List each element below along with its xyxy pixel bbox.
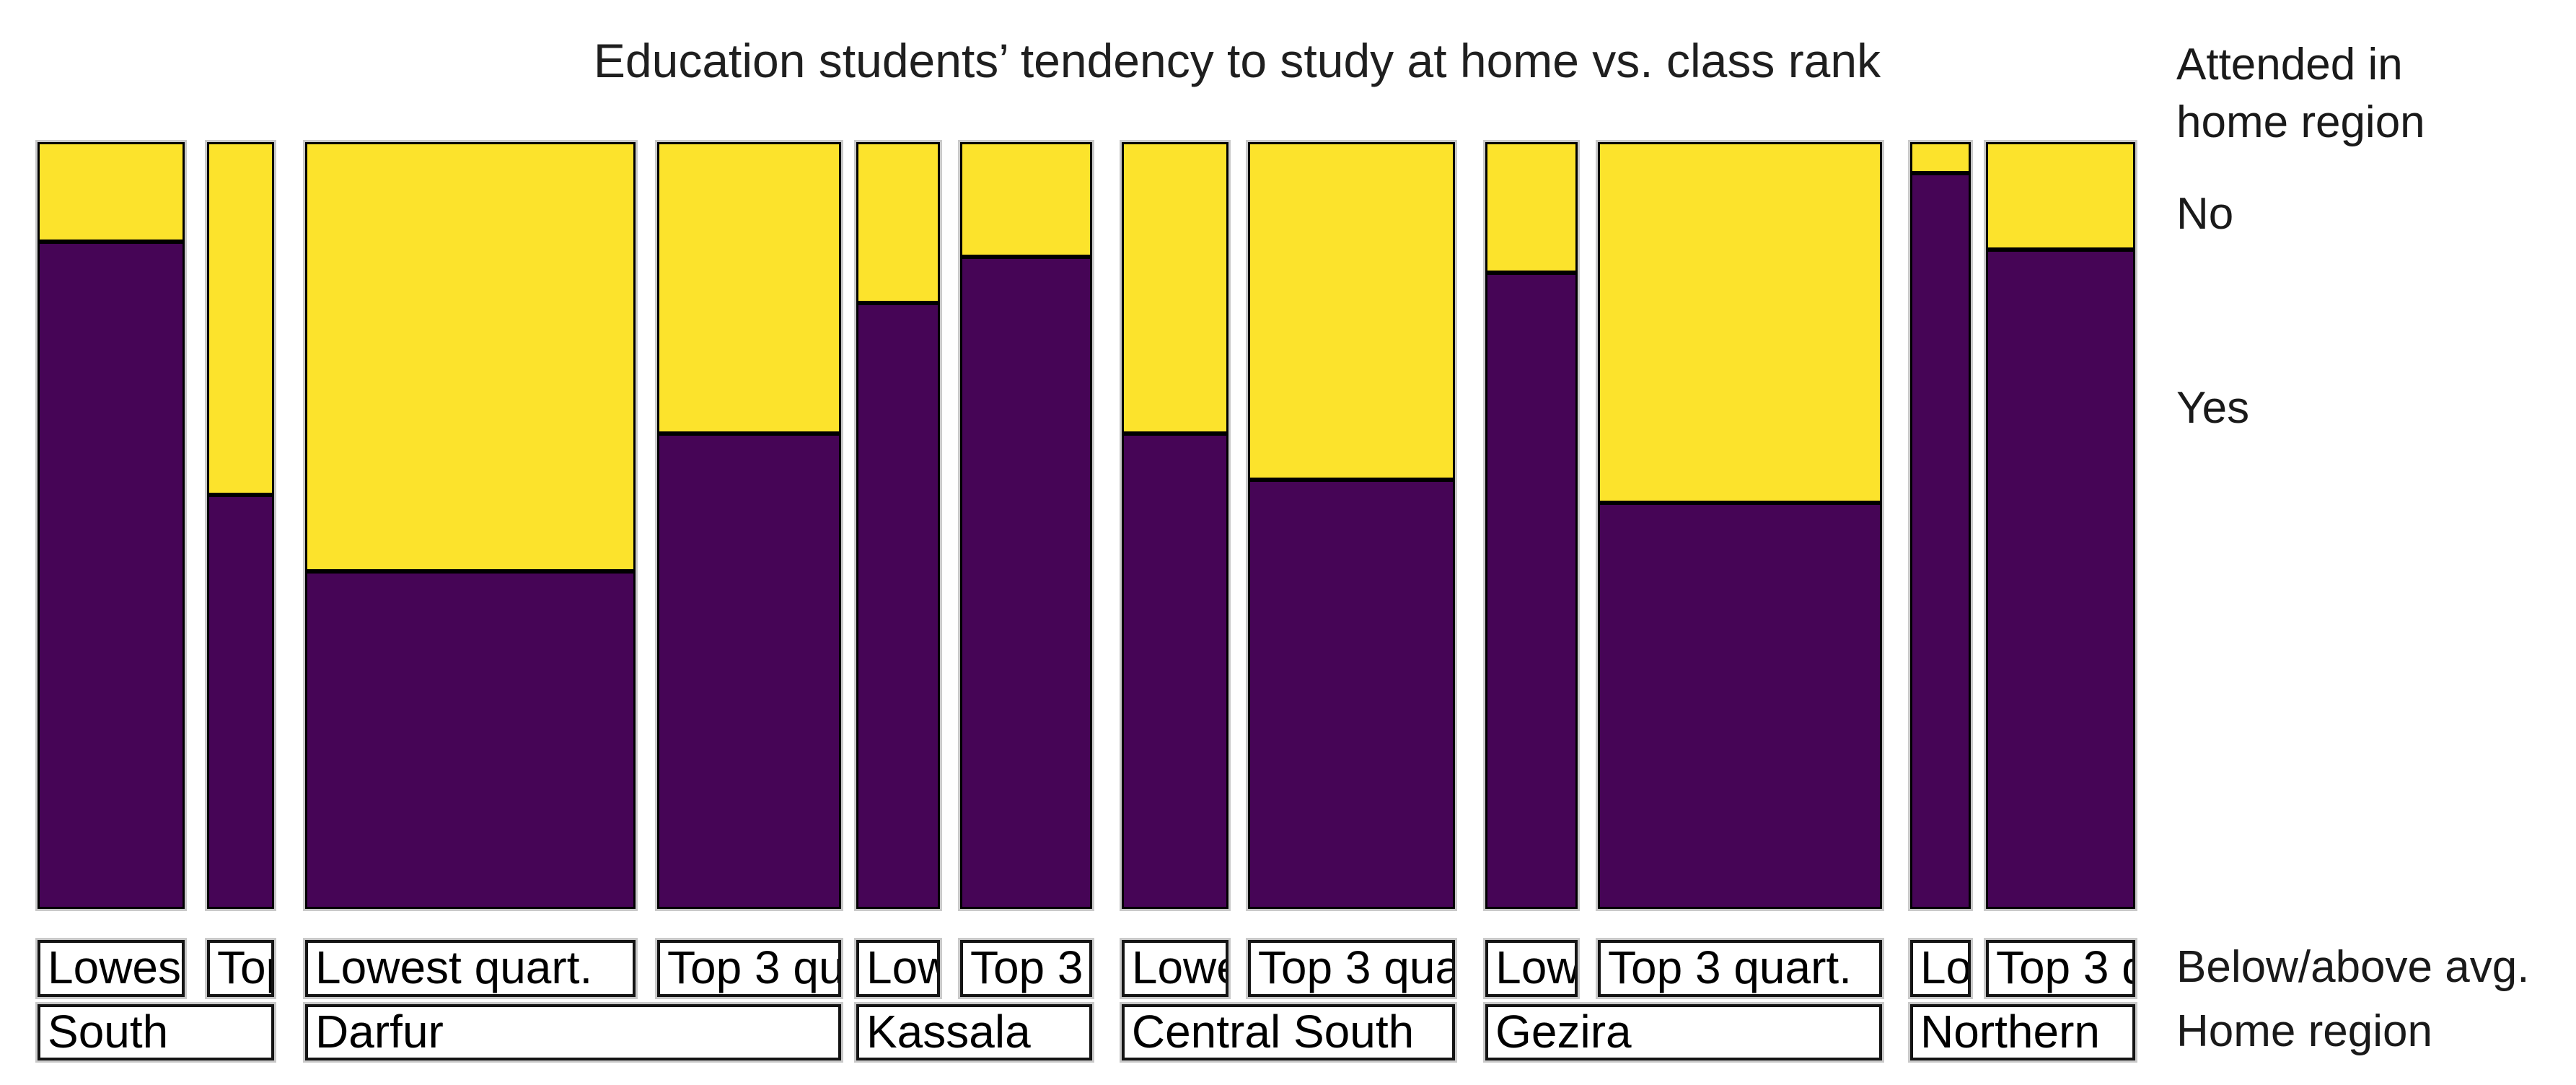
mosaic-bar-central-south-top-3-quart- [1247, 142, 1455, 909]
segment-yes [305, 571, 636, 909]
region-label-darfur: Darfur [305, 1004, 842, 1060]
mosaic-bar-northern-top-3-quart- [1985, 142, 2135, 909]
mosaic-bar-gezira-lowest-quart- [1485, 142, 1578, 909]
mosaic-bar-kassala-top-3-quart- [959, 142, 1092, 909]
segment-yes [1597, 502, 1882, 909]
rank-label-kassala-lowest-quart-: Lowest quart. [856, 940, 940, 997]
segment-no [959, 142, 1092, 258]
segment-no [1909, 142, 1971, 173]
segment-no [657, 142, 842, 434]
segment-no [856, 142, 940, 304]
segment-yes [1485, 272, 1578, 909]
segment-no [1121, 142, 1228, 434]
legend-item-no: No [2176, 189, 2234, 239]
region-label-kassala: Kassala [856, 1004, 1092, 1060]
rank-label-darfur-top-3-quart-: Top 3 quart. [657, 940, 842, 997]
rank-label-central-south-lowest-quart-: Lowest quart. [1121, 940, 1228, 997]
chart-title: Education students’ tendency to study at… [593, 34, 1881, 87]
mosaic-bar-gezira-top-3-quart- [1597, 142, 1882, 909]
segment-yes [856, 303, 940, 909]
rank-label-kassala-top-3-quart-: Top 3 quart. [959, 940, 1092, 997]
mosaic-bar-central-south-lowest-quart- [1121, 142, 1228, 909]
segment-no [38, 142, 185, 242]
segment-yes [1909, 172, 1971, 909]
segment-yes [206, 494, 274, 909]
segment-yes [1247, 479, 1455, 909]
rank-label-northern-lowest-quart-: Lowest quart. [1909, 940, 1971, 997]
mosaic-bar-south-top-3-quart- [206, 142, 274, 909]
region-label-south: South [38, 1004, 275, 1060]
rank-label-gezira-lowest-quart-: Lowest quart. [1485, 940, 1578, 997]
segment-no [1597, 142, 1882, 503]
segment-no [1247, 142, 1455, 480]
rank-label-northern-top-3-quart-: Top 3 quart. [1985, 940, 2135, 997]
region-label-northern: Northern [1909, 1004, 2135, 1060]
region-axis-note: Home region [2176, 1006, 2432, 1056]
rank-label-south-lowest-quart-: Lowest quart. [38, 940, 185, 997]
segment-yes [38, 242, 185, 909]
mosaic-bar-darfur-top-3-quart- [657, 142, 842, 909]
rank-label-central-south-top-3-quart-: Top 3 quart. [1247, 940, 1455, 997]
segment-yes [959, 257, 1092, 909]
rank-label-gezira-top-3-quart-: Top 3 quart. [1597, 940, 1882, 997]
region-label-gezira: Gezira [1485, 1004, 1882, 1060]
segment-yes [657, 433, 842, 909]
legend-item-yes: Yes [2176, 383, 2250, 433]
rank-label-row: Lowest quart.Top 3 quart.Lowest quart.To… [38, 940, 2135, 997]
mosaic-bar-south-lowest-quart- [38, 142, 185, 909]
segment-no [305, 142, 636, 572]
segment-no [1485, 142, 1578, 273]
mosaic-bar-kassala-lowest-quart- [856, 142, 940, 909]
segment-yes [1121, 433, 1228, 909]
region-label-row: South Darfur Kassala Central South Gezira Nor… [38, 1004, 2135, 1060]
rank-label-south-top-3-quart-: Top 3 quart. [206, 940, 274, 997]
mosaic-plot-area [38, 142, 2135, 909]
rank-axis-note: Below/above avg. [2176, 942, 2530, 992]
legend-heading: Attended in home region [2176, 40, 2425, 147]
segment-yes [1985, 249, 2135, 909]
region-label-central-south: Central South [1121, 1004, 1455, 1060]
rank-label-darfur-lowest-quart-: Lowest quart. [305, 940, 636, 997]
mosaic-bar-northern-lowest-quart- [1909, 142, 1971, 909]
segment-no [206, 142, 274, 495]
segment-no [1985, 142, 2135, 250]
mosaic-bar-darfur-lowest-quart- [305, 142, 636, 909]
